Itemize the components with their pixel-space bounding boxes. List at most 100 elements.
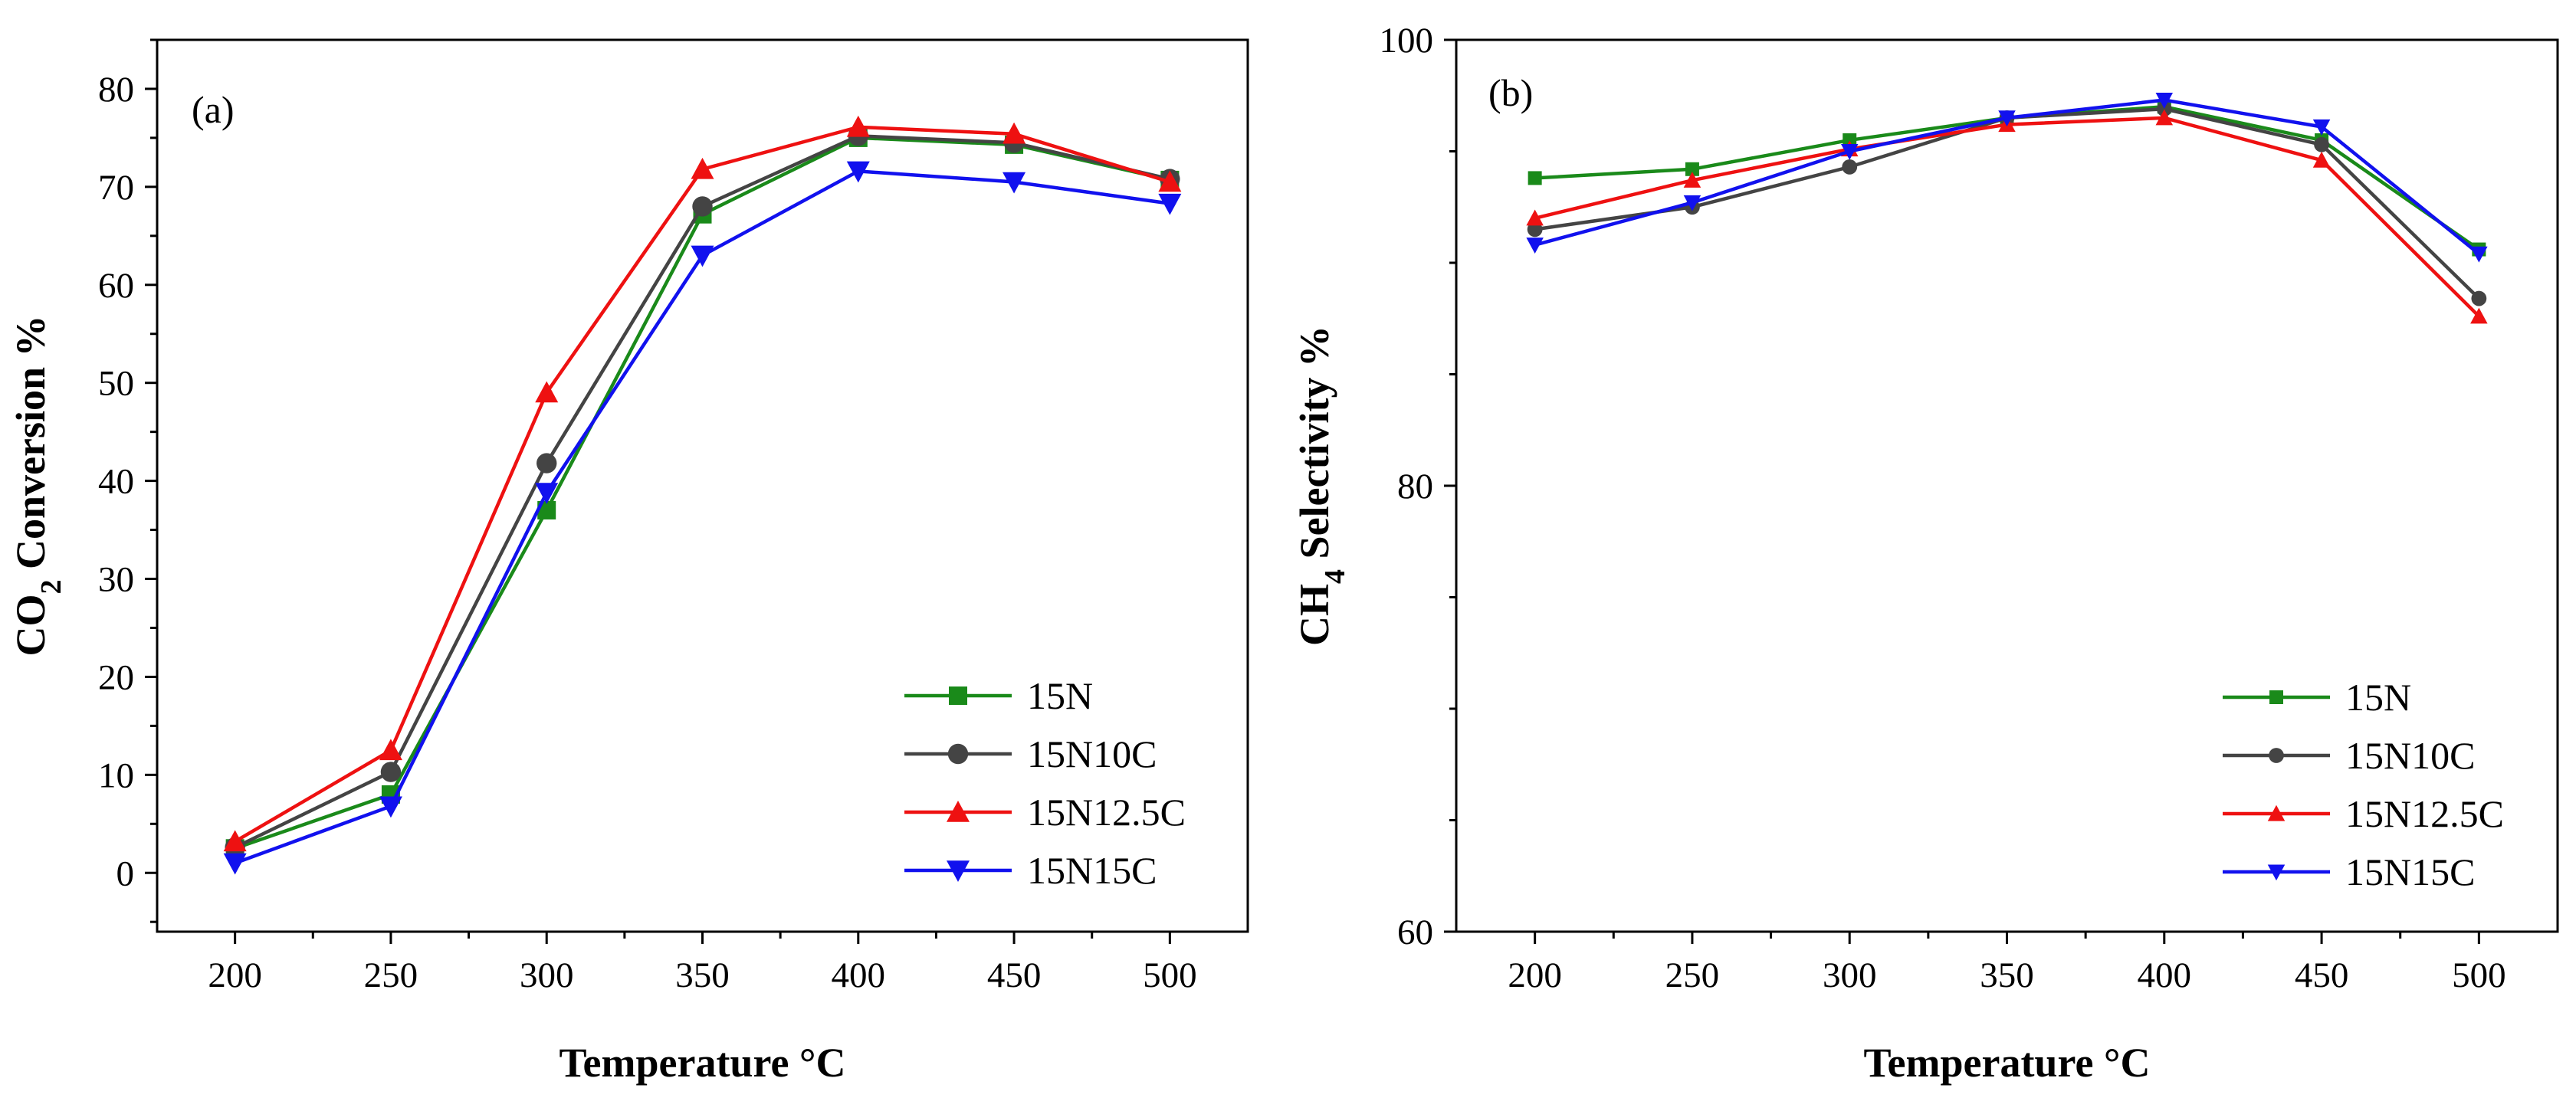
legend-label: 15N10C	[1027, 732, 1157, 775]
legend-label: 15N12.5C	[1027, 791, 1186, 834]
y-axis-title-subscript: 4	[1319, 569, 1351, 584]
data-point	[1526, 209, 1544, 226]
data-point	[1528, 171, 1542, 185]
y-axis-title-subscript: 2	[35, 580, 67, 595]
y-axis-title: CO2 Conversion %	[8, 315, 67, 656]
legend-marker	[2267, 804, 2286, 821]
y-tick-label: 100	[1380, 21, 1434, 61]
x-axis-title: Temperature °C	[559, 1040, 845, 1086]
data-point	[2156, 101, 2172, 117]
legend-marker	[2267, 864, 2286, 881]
data-point	[691, 245, 714, 267]
y-tick-label: 60	[1397, 913, 1433, 952]
data-point	[2470, 246, 2488, 263]
x-tick-label: 350	[675, 955, 730, 995]
data-point	[380, 762, 402, 782]
legend-label: 15N	[1027, 674, 1093, 717]
legend-item: 15N15C	[904, 849, 1157, 892]
data-point	[1840, 143, 1859, 160]
y-tick-label: 20	[98, 657, 134, 697]
data-point	[1683, 195, 1701, 211]
data-point	[1003, 172, 1026, 194]
x-tick-label: 400	[832, 955, 886, 995]
legend-item: 15N10C	[2223, 734, 2475, 777]
x-tick-label: 450	[2295, 955, 2349, 995]
y-tick-label: 80	[1397, 467, 1433, 506]
y-axis-title-rest: Conversion %	[8, 315, 54, 579]
y-axis-title-main: CO	[8, 595, 54, 657]
y-tick-label: 0	[116, 854, 135, 893]
legend-marker	[2269, 690, 2283, 704]
legend-item: 15N	[2223, 676, 2411, 719]
series-15N12.5C	[1526, 109, 2488, 324]
data-point	[537, 453, 557, 473]
data-point	[535, 381, 559, 403]
legend-item: 15N15C	[2223, 850, 2475, 893]
data-point	[2155, 109, 2174, 126]
data-point	[2155, 93, 2174, 109]
series-15N15C	[223, 161, 1182, 875]
panel-label: (b)	[1488, 71, 1533, 114]
x-tick-label: 450	[987, 955, 1042, 995]
x-tick-label: 250	[1665, 955, 1720, 995]
data-point	[1843, 133, 1857, 147]
x-tick-label: 350	[1980, 955, 2034, 995]
data-point	[1158, 170, 1182, 192]
data-point	[691, 157, 714, 179]
data-point	[2470, 307, 2488, 324]
y-tick-label: 30	[98, 560, 134, 600]
data-point	[1842, 159, 1858, 175]
y-tick-label: 40	[98, 462, 134, 502]
data-point	[223, 830, 247, 852]
panel-a-conversion-chart: 200 250 300 350 400 450 500 0 10 20 30 40 50 60 70 80 Te…	[8, 38, 1249, 1086]
legend-label: 15N10C	[2345, 734, 2475, 777]
legend-marker	[949, 686, 967, 705]
data-point	[535, 483, 559, 504]
data-point	[846, 115, 870, 137]
x-tick-label: 250	[364, 955, 418, 995]
panel-label: (a)	[192, 88, 235, 131]
x-axis-title: Temperature °C	[1863, 1040, 2150, 1086]
legend-item: 15N10C	[904, 732, 1157, 775]
y-tick-label: 50	[98, 364, 134, 404]
data-point	[379, 739, 402, 761]
data-point	[2312, 119, 2331, 136]
legend-item: 15N12.5C	[2223, 792, 2504, 835]
data-point	[1003, 122, 1026, 144]
data-point	[692, 196, 713, 217]
y-tick-label: 10	[98, 755, 134, 795]
y-axis-title-main: CH	[1291, 584, 1337, 646]
legend-label: 15N15C	[1027, 849, 1157, 892]
legend-marker	[947, 860, 970, 882]
legend-item: 15N12.5C	[904, 791, 1186, 834]
series-15N10C	[1527, 101, 2487, 306]
legend-marker	[947, 801, 970, 822]
data-point	[2471, 290, 2487, 306]
data-point	[1685, 162, 1699, 176]
x-tick-label: 300	[520, 955, 574, 995]
data-point	[1527, 221, 1543, 238]
data-point	[1158, 193, 1182, 215]
x-tick-label: 500	[2452, 955, 2506, 995]
legend-label: 15N	[2345, 676, 2411, 719]
series-15N15C	[1526, 93, 2488, 263]
y-axis-title: CH4 Selectivity %	[1291, 326, 1351, 646]
legend-marker	[947, 743, 969, 765]
x-tick-label: 400	[2138, 955, 2192, 995]
legend-label: 15N12.5C	[2345, 792, 2504, 835]
data-point	[1526, 238, 1544, 254]
panel-b-selectivity-chart: 200 250 300 350 400 450 500 60 80 100 Temperature …	[1291, 21, 2559, 1086]
x-tick-label: 200	[208, 955, 262, 995]
y-tick-label: 80	[98, 70, 134, 110]
data-point	[379, 796, 402, 818]
series-15N12.5C	[223, 115, 1182, 852]
legend-label: 15N15C	[2345, 850, 2475, 893]
x-tick-label: 300	[1823, 955, 1877, 995]
data-point	[2314, 136, 2329, 152]
data-point	[223, 853, 247, 875]
data-point	[1998, 110, 2016, 127]
data-point	[846, 161, 870, 183]
x-tick-label: 200	[1508, 955, 1562, 995]
y-tick-label: 60	[98, 266, 134, 306]
